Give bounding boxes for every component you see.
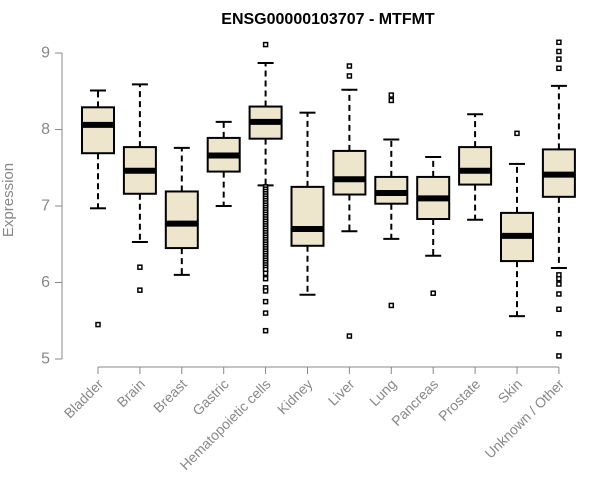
y-axis: 5 6 7 8 9 (41, 45, 63, 368)
box (164, 190, 199, 250)
outlier-point (262, 327, 269, 334)
box-group (248, 41, 283, 334)
outlier-point (514, 130, 520, 137)
outlier-point (346, 333, 353, 339)
x-tick-label: Liver (325, 376, 358, 409)
outlier-point (262, 275, 269, 282)
outlier-point (262, 288, 269, 294)
outlier-point (346, 63, 353, 69)
x-tick-label: Pancreas (388, 376, 441, 429)
outlier-point (388, 302, 395, 309)
outlier-point (556, 39, 562, 46)
box-group (164, 146, 199, 276)
outlier-point (556, 275, 562, 282)
box-group (458, 113, 493, 221)
outlier-point (137, 264, 143, 270)
x-tick-label: Kidney (274, 376, 316, 418)
outlier-point (556, 291, 562, 297)
x-tick-label: Lung (366, 376, 399, 409)
outlier-point (430, 290, 436, 296)
outlier-point (556, 306, 562, 313)
outlier-point (262, 41, 269, 48)
box-group (500, 130, 534, 318)
outlier-point (556, 353, 562, 359)
outlier-point (556, 65, 562, 72)
x-tick-label: Brain (114, 376, 148, 410)
outlier-point (262, 270, 269, 277)
outlier-point (556, 48, 562, 55)
x-tick-label: Bladder (61, 376, 107, 422)
outlier-point (262, 298, 269, 305)
y-tick-label: 6 (41, 274, 50, 291)
y-tick-label: 9 (41, 45, 50, 62)
box-group (122, 83, 157, 293)
box (81, 106, 115, 155)
y-tick-label: 7 (41, 198, 50, 215)
x-tick-label: Skin (495, 376, 526, 407)
box-group (81, 89, 115, 328)
outlier-point (556, 56, 562, 62)
outlier-point (556, 331, 562, 337)
box (332, 149, 367, 196)
outlier-point (388, 92, 395, 98)
outlier-point (262, 310, 269, 316)
box-group (374, 92, 409, 309)
box-group (290, 111, 325, 296)
box-group (206, 120, 241, 207)
box-group (332, 63, 367, 339)
outlier-point (95, 321, 101, 328)
x-tick-label: Prostate (435, 376, 483, 424)
chart-title: ENSG00000103707 - MTFMT (221, 11, 435, 28)
box-group (541, 39, 576, 359)
box-group (416, 156, 451, 296)
x-tick-label: Breast (150, 376, 190, 416)
box (290, 185, 325, 247)
outlier-point (556, 281, 562, 287)
y-tick-label: 8 (41, 121, 50, 138)
box (458, 146, 493, 186)
outlier-point (346, 73, 353, 79)
x-tick-label: Unknown / Other (481, 376, 567, 462)
y-axis-label: Expression (0, 163, 17, 237)
y-tick-label: 5 (41, 351, 50, 368)
outlier-point (388, 97, 395, 104)
outlier-point (137, 287, 143, 293)
plot-area (81, 39, 576, 359)
